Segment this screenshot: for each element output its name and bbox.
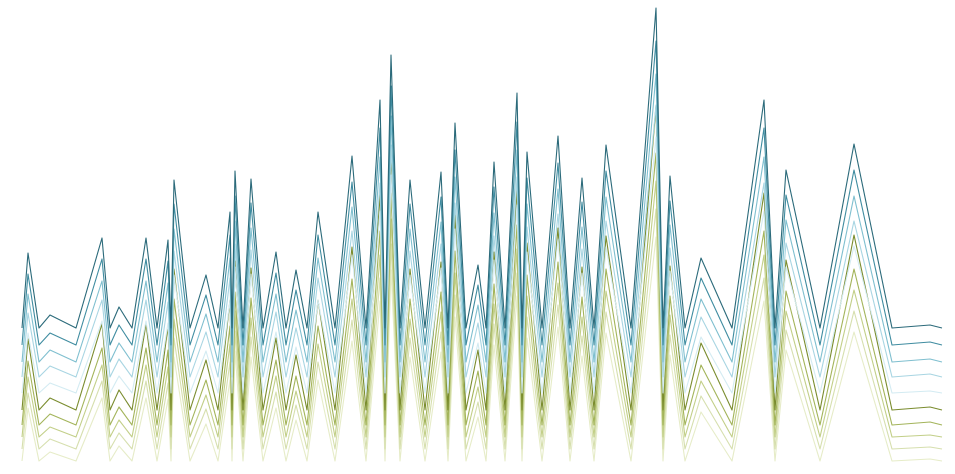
spectrum-line xyxy=(21,105,943,411)
spectrum-line xyxy=(21,40,943,346)
spectrum-line xyxy=(21,104,943,378)
spectrum-line xyxy=(21,7,943,329)
spectrum-line xyxy=(21,180,943,438)
spectrum-line xyxy=(21,236,943,462)
spectrum-line xyxy=(21,152,943,426)
spectrum-line xyxy=(21,208,943,450)
spectrum-line xyxy=(21,73,943,363)
spectrum-line xyxy=(21,136,943,394)
